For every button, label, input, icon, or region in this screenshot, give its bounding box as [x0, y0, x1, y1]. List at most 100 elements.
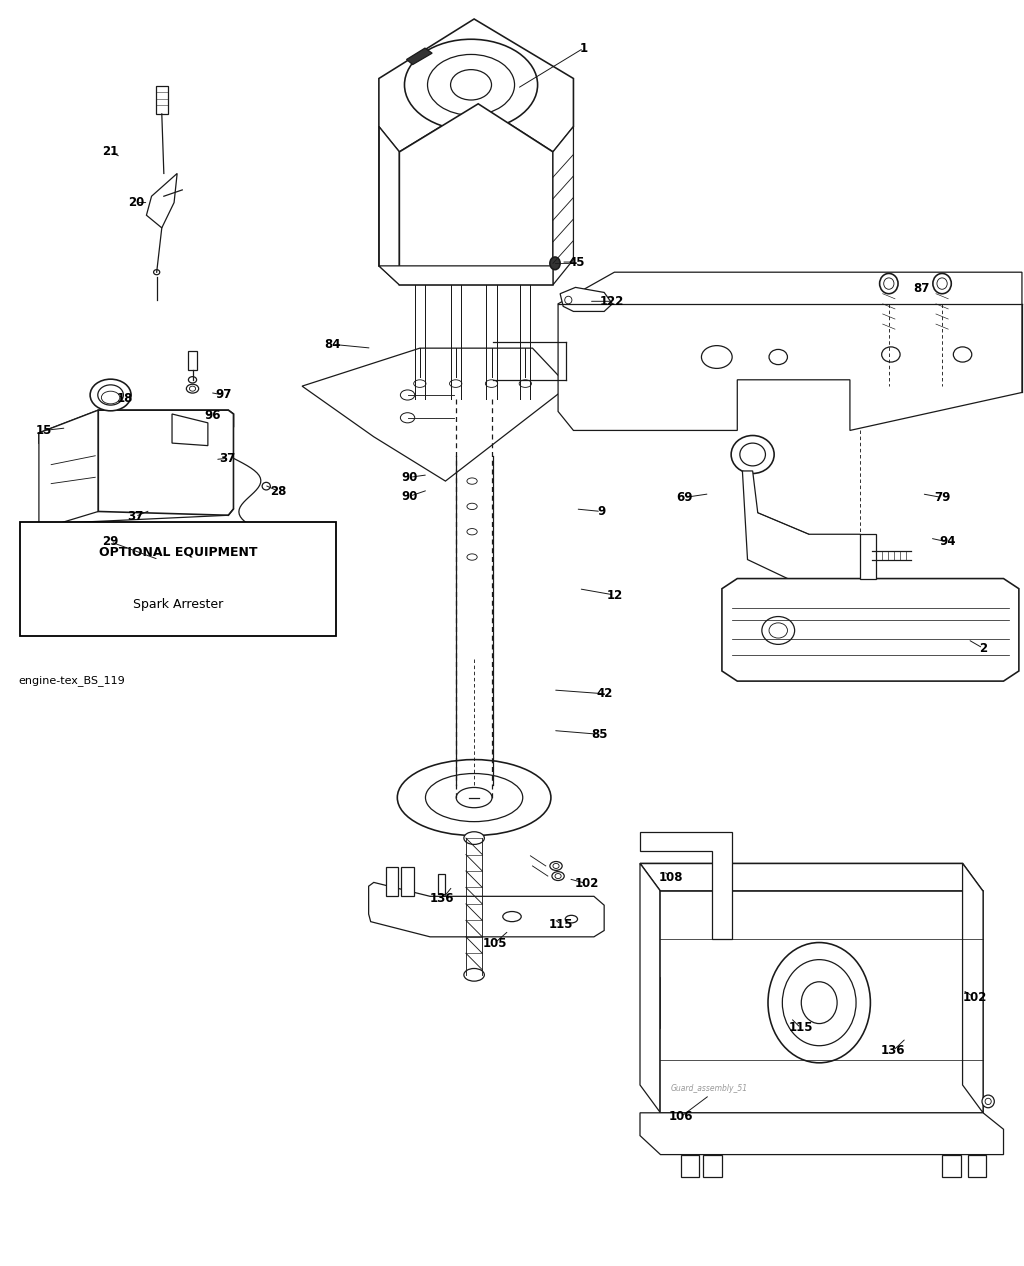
Ellipse shape — [762, 617, 795, 644]
Ellipse shape — [467, 503, 477, 510]
Ellipse shape — [953, 347, 972, 362]
Ellipse shape — [464, 968, 484, 981]
Text: 9: 9 — [597, 505, 605, 518]
Ellipse shape — [552, 871, 564, 881]
Polygon shape — [742, 471, 870, 589]
Text: 94: 94 — [939, 536, 955, 548]
Ellipse shape — [467, 555, 477, 560]
Polygon shape — [386, 867, 398, 896]
Ellipse shape — [503, 912, 521, 922]
Text: 90: 90 — [401, 490, 418, 503]
Polygon shape — [172, 414, 208, 446]
Ellipse shape — [450, 380, 462, 387]
Ellipse shape — [731, 436, 774, 473]
Text: 85: 85 — [591, 728, 607, 741]
Polygon shape — [146, 173, 177, 228]
Ellipse shape — [802, 982, 838, 1023]
Ellipse shape — [467, 479, 477, 485]
Polygon shape — [640, 863, 660, 1113]
Text: 18: 18 — [117, 392, 133, 405]
Ellipse shape — [101, 391, 120, 404]
Text: 97: 97 — [215, 389, 231, 401]
Polygon shape — [39, 410, 98, 528]
Ellipse shape — [397, 760, 551, 836]
Text: 28: 28 — [270, 485, 287, 498]
Ellipse shape — [426, 774, 523, 822]
Text: 37: 37 — [127, 510, 143, 523]
Ellipse shape — [985, 1098, 991, 1104]
Text: 108: 108 — [658, 871, 683, 884]
Text: 102: 102 — [574, 877, 599, 890]
Ellipse shape — [782, 960, 856, 1046]
Text: Spark Arrester: Spark Arrester — [133, 599, 223, 611]
Ellipse shape — [550, 257, 560, 270]
Ellipse shape — [90, 380, 131, 410]
Polygon shape — [399, 104, 553, 285]
Bar — [968, 1113, 975, 1136]
Text: 29: 29 — [102, 536, 119, 548]
Ellipse shape — [769, 623, 787, 638]
Polygon shape — [302, 348, 568, 481]
Polygon shape — [560, 287, 612, 311]
Text: 69: 69 — [676, 491, 692, 504]
Polygon shape — [640, 832, 732, 939]
Text: 105: 105 — [482, 937, 507, 950]
Ellipse shape — [565, 915, 578, 923]
Polygon shape — [98, 410, 233, 515]
Text: 2: 2 — [979, 642, 987, 655]
Text: 136: 136 — [881, 1044, 905, 1057]
Ellipse shape — [884, 277, 894, 289]
Ellipse shape — [937, 277, 947, 289]
Ellipse shape — [769, 349, 787, 365]
Polygon shape — [703, 1155, 722, 1177]
Text: 87: 87 — [913, 282, 930, 295]
Polygon shape — [722, 579, 1019, 681]
Text: 115: 115 — [788, 1022, 813, 1034]
Ellipse shape — [262, 482, 270, 490]
Text: 106: 106 — [669, 1110, 693, 1123]
Text: 79: 79 — [934, 491, 950, 504]
Polygon shape — [379, 19, 573, 152]
Ellipse shape — [701, 346, 732, 368]
Ellipse shape — [550, 862, 562, 871]
Polygon shape — [558, 272, 1022, 430]
Ellipse shape — [555, 874, 561, 879]
Ellipse shape — [154, 270, 160, 275]
Text: 84: 84 — [325, 338, 341, 351]
Polygon shape — [369, 882, 604, 937]
Ellipse shape — [464, 832, 484, 844]
Ellipse shape — [768, 942, 870, 1062]
Ellipse shape — [98, 385, 124, 405]
Polygon shape — [379, 266, 553, 285]
Ellipse shape — [400, 413, 415, 423]
Ellipse shape — [428, 54, 515, 115]
Ellipse shape — [565, 296, 571, 304]
Text: 96: 96 — [205, 409, 221, 422]
Ellipse shape — [404, 39, 538, 130]
Polygon shape — [660, 891, 983, 1113]
Bar — [819, 1120, 825, 1139]
Ellipse shape — [982, 1095, 994, 1108]
Polygon shape — [963, 863, 983, 1113]
Text: 12: 12 — [606, 589, 623, 601]
Ellipse shape — [233, 537, 244, 547]
Ellipse shape — [451, 70, 492, 100]
Text: 1: 1 — [580, 42, 588, 54]
Polygon shape — [401, 867, 414, 896]
Ellipse shape — [553, 863, 559, 868]
Ellipse shape — [457, 787, 493, 808]
Ellipse shape — [467, 529, 477, 534]
Text: OPTIONAL EQUIPMENT: OPTIONAL EQUIPMENT — [99, 546, 257, 558]
Text: Guard_assembly_51: Guard_assembly_51 — [671, 1084, 748, 1094]
Text: 115: 115 — [549, 918, 573, 931]
Ellipse shape — [933, 273, 951, 294]
Polygon shape — [681, 1155, 699, 1177]
Bar — [438, 874, 445, 894]
Ellipse shape — [485, 380, 498, 387]
Text: 20: 20 — [128, 196, 144, 209]
Ellipse shape — [880, 273, 898, 294]
Polygon shape — [379, 127, 399, 285]
Text: 37: 37 — [219, 452, 236, 465]
Polygon shape — [640, 1113, 1004, 1155]
Ellipse shape — [400, 390, 415, 400]
